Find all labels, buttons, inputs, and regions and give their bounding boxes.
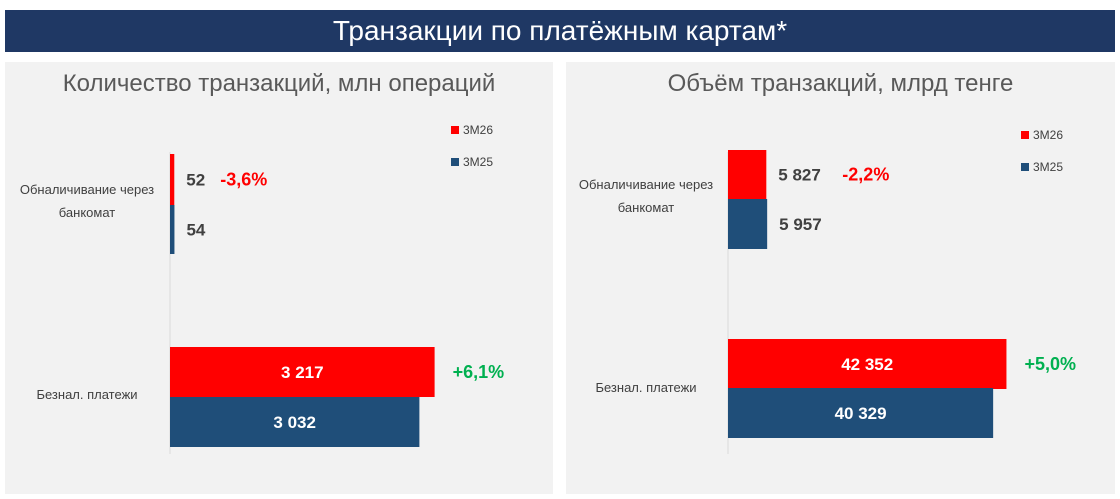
data-label: 3 032 (273, 413, 316, 432)
category-label: Безнал. платежи (595, 380, 696, 395)
legend-label: 3М26 (1033, 128, 1063, 142)
category-label: Обналичивание через (20, 182, 154, 197)
legend-label: 3М25 (1033, 160, 1063, 174)
transaction-volume-panel: Объём транзакций, млрд тенге Обналичиван… (566, 62, 1115, 494)
category-label: Безнал. платежи (36, 387, 137, 402)
chart-title: Объём транзакций, млрд тенге (667, 70, 1014, 97)
page-banner: Транзакции по платёжным картам* (5, 10, 1115, 52)
legend-swatch (1021, 131, 1029, 139)
data-label: 5 827 (778, 166, 821, 185)
change-annotation: -2,2% (842, 165, 889, 185)
data-label: 3 217 (281, 363, 324, 382)
data-label: 5 957 (779, 215, 822, 234)
data-label: 52 (186, 171, 205, 190)
bar-3м25 (170, 205, 175, 254)
bar-3м26 (170, 154, 175, 205)
change-annotation: -3,6% (220, 170, 267, 190)
bar-3м26 (728, 339, 1007, 389)
legend-label: 3М25 (463, 155, 493, 169)
bar-3м25 (170, 397, 420, 447)
transaction-count-panel: Количество транзакций, млн операций Обна… (5, 62, 553, 494)
bar-3м26 (728, 150, 767, 199)
legend-label: 3М26 (463, 123, 493, 137)
legend-swatch (1021, 163, 1029, 171)
change-annotation: +6,1% (453, 362, 505, 382)
legend-swatch (451, 126, 459, 134)
category-label: банкомат (59, 205, 116, 220)
bar-3м25 (728, 199, 768, 249)
category-label: Обналичивание через (579, 177, 713, 192)
change-annotation: +5,0% (1024, 354, 1076, 374)
legend-swatch (451, 158, 459, 166)
transaction-volume-chart: Обналичивание через банкомат Безнал. плате… (579, 128, 1076, 454)
chart-title: Количество транзакций, млн операций (62, 70, 496, 97)
transaction-count-chart: Обналичивание через банкомат Безнал. плате… (20, 123, 505, 454)
data-label: 54 (186, 221, 205, 240)
category-label: банкомат (618, 200, 675, 215)
bar-3м25 (728, 388, 994, 438)
data-label: 40 329 (835, 404, 887, 423)
data-label: 42 352 (841, 355, 893, 374)
bar-3м26 (170, 347, 435, 397)
